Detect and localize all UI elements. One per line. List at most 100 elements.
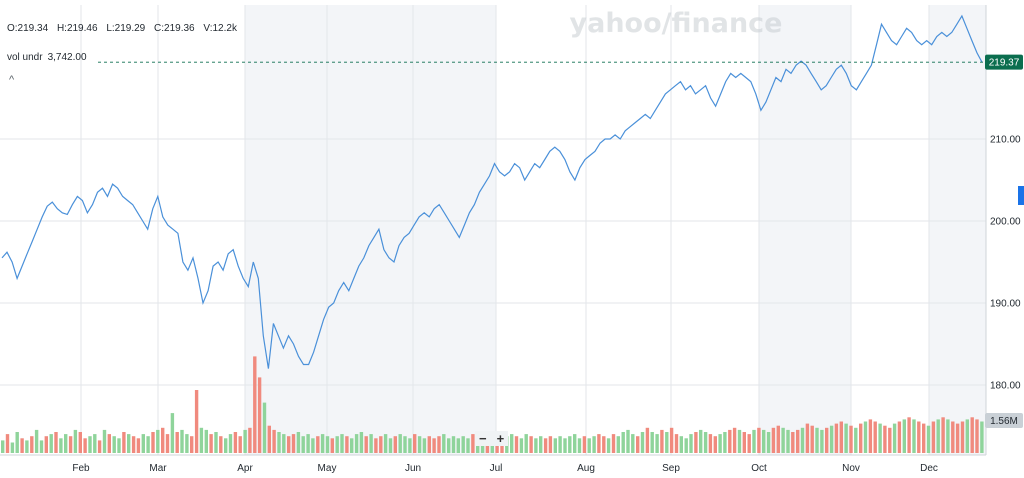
volume-bar — [582, 436, 587, 453]
volume-bar — [379, 436, 383, 453]
zoom-out-button[interactable]: − — [479, 431, 487, 446]
volume-bar — [78, 432, 82, 453]
price-line — [1, 14, 983, 369]
volume-bar — [30, 436, 34, 453]
volume-bar — [829, 425, 834, 453]
volume-bar — [902, 419, 906, 453]
shaded-period-1 — [759, 5, 851, 455]
volume-bar — [859, 423, 863, 453]
volume-bar — [529, 436, 533, 453]
volume-bar — [34, 429, 39, 453]
volume-bar — [451, 436, 456, 453]
volume-bar — [558, 436, 562, 453]
volume-bar — [752, 429, 756, 453]
volume-bar — [180, 429, 184, 453]
volume-bar — [417, 436, 422, 453]
volume-bar — [432, 438, 436, 453]
volume-bar — [209, 434, 213, 453]
volume-bar — [674, 434, 679, 453]
volume-bar — [1, 440, 5, 453]
x-tick-label: Nov — [842, 463, 860, 474]
volume-bar — [461, 436, 465, 453]
volume-bar — [970, 417, 974, 453]
volume-bar — [888, 427, 892, 453]
volume-bar — [122, 432, 126, 453]
volume-bar — [587, 438, 591, 453]
volume-bar — [277, 432, 281, 453]
volume-bar — [442, 434, 446, 453]
volume-bar — [170, 413, 175, 453]
volume-bar — [253, 356, 257, 453]
vol-indicator: vol undr 3,742.00 — [7, 52, 87, 63]
volume-bar — [873, 421, 877, 453]
volume-bar — [965, 419, 969, 453]
volume-bar — [39, 440, 44, 453]
x-tick-label: Mar — [149, 463, 167, 474]
volume-bar — [524, 434, 528, 453]
volume-bar — [345, 436, 349, 453]
volume-bar — [214, 432, 218, 453]
zoom-in-button[interactable]: + — [496, 431, 505, 446]
volume-bar — [694, 432, 698, 453]
volume-bar — [791, 432, 795, 453]
volume-bar — [922, 423, 926, 453]
volume-bar — [519, 438, 524, 453]
volume-bar — [573, 434, 577, 453]
volume-bar — [514, 436, 519, 453]
volume-bar — [388, 438, 393, 453]
volume-bar — [330, 438, 334, 453]
volume-bar — [262, 402, 267, 453]
volume-bar — [248, 427, 252, 453]
last-price-label: 219.37 — [989, 58, 1020, 69]
volume-bar — [955, 423, 960, 453]
volume-bar — [306, 434, 310, 453]
volume-bar — [602, 436, 606, 453]
volume-bar — [800, 427, 805, 453]
volume-bar — [156, 429, 160, 453]
y-tick-label: 190.00 — [990, 299, 1021, 310]
volume-bar — [834, 423, 839, 453]
right-edge-tab[interactable] — [1018, 186, 1024, 205]
volume-bar — [636, 436, 640, 453]
volume-bar — [194, 390, 199, 453]
volume-bar — [422, 438, 427, 453]
volume-bar — [878, 423, 882, 453]
volume-bars — [1, 356, 984, 453]
volume-bar — [563, 438, 567, 453]
volume-bar — [742, 432, 746, 453]
volume-bar — [863, 421, 868, 453]
close-value: C:219.36 — [154, 23, 195, 34]
volume-bar — [645, 427, 650, 453]
volume-bar — [892, 423, 897, 453]
volume-bar — [311, 438, 315, 453]
x-axis: Feb Mar Apr May Jun Jul Aug Sep Oct Nov Dec — [72, 463, 938, 474]
volume-bar — [655, 434, 659, 453]
volume-bar — [548, 436, 553, 453]
y-tick-label: 200.00 — [990, 217, 1021, 228]
volume-bar — [257, 377, 262, 453]
volume-bar — [296, 432, 301, 453]
volume-bar — [854, 427, 858, 453]
volume-bar — [543, 438, 548, 453]
volume-bar — [335, 436, 339, 453]
volume-bar — [820, 429, 824, 453]
volume-bar — [107, 434, 111, 453]
volume-bar — [839, 421, 843, 453]
volume-bar — [534, 438, 538, 453]
volume-bar — [224, 438, 228, 453]
volume-bar — [679, 436, 683, 453]
collapse-caret-icon[interactable]: ^ — [9, 74, 15, 86]
volume-bar — [403, 436, 407, 453]
volume-bar — [718, 434, 722, 453]
volume-bar — [161, 427, 165, 453]
volume-bar — [660, 429, 664, 453]
volume-bar — [68, 436, 73, 453]
volume-bar — [737, 429, 742, 453]
volume-bar — [577, 438, 582, 453]
volume-bar — [616, 436, 620, 453]
x-tick-label: Oct — [751, 463, 767, 474]
volume-bar — [44, 436, 48, 453]
volume-bar — [684, 438, 688, 453]
volume-bar — [398, 434, 402, 453]
